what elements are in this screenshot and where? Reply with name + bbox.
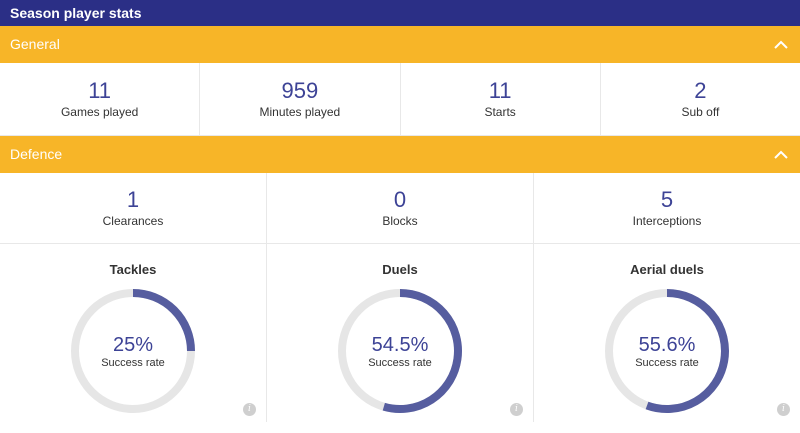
stat-interceptions: 5 Interceptions bbox=[534, 173, 800, 243]
general-stats-row: 11 Games played 959 Minutes played 11 St… bbox=[0, 63, 800, 136]
rate-title: Duels bbox=[382, 262, 418, 277]
donut-svg bbox=[605, 289, 729, 413]
rate-percent: 25% bbox=[112, 333, 154, 356]
stat-games-played: 11 Games played bbox=[0, 63, 201, 135]
stat-label: Sub off bbox=[681, 105, 720, 119]
general-section-header[interactable]: General bbox=[0, 26, 800, 63]
info-icon[interactable]: i bbox=[777, 403, 790, 416]
stat-minutes-played: 959 Minutes played bbox=[200, 63, 401, 135]
page-title: Season player stats bbox=[0, 0, 800, 26]
donut-svg bbox=[71, 289, 195, 413]
stat-label: Games played bbox=[60, 105, 139, 119]
defence-rates-row: Tackles 25% Success rate i Duels 54.5% S… bbox=[0, 244, 800, 422]
rate-sublabel: Success rate bbox=[368, 356, 432, 369]
donut-arc bbox=[645, 289, 729, 413]
rate-title: Tackles bbox=[109, 262, 157, 277]
donut-arc bbox=[132, 289, 195, 352]
rate-aerial-duels: Aerial duels 55.6% Success rate i bbox=[534, 244, 800, 422]
rate-percent: 55.6% bbox=[638, 333, 696, 356]
stat-starts: 11 Starts bbox=[401, 63, 601, 135]
donut-chart: 55.6% Success rate bbox=[603, 287, 731, 415]
stat-label: Interceptions bbox=[632, 214, 702, 228]
stat-value: 2 bbox=[694, 78, 707, 103]
defence-section-header[interactable]: Defence bbox=[0, 136, 800, 173]
rate-tackles: Tackles 25% Success rate i bbox=[0, 244, 267, 422]
stat-value: 0 bbox=[393, 187, 407, 212]
stat-value: 5 bbox=[660, 187, 674, 212]
rate-percent: 54.5% bbox=[371, 333, 429, 356]
rate-duels: Duels 54.5% Success rate i bbox=[267, 244, 534, 422]
general-section-title: General bbox=[10, 36, 60, 52]
stat-value: 11 bbox=[488, 78, 512, 103]
stat-value: 1 bbox=[126, 187, 140, 212]
donut-arc bbox=[382, 289, 462, 413]
stat-value: 11 bbox=[88, 78, 112, 103]
donut-chart: 54.5% Success rate bbox=[336, 287, 464, 415]
stat-label: Starts bbox=[484, 105, 516, 119]
stat-clearances: 1 Clearances bbox=[0, 173, 267, 243]
donut-svg bbox=[338, 289, 462, 413]
rate-title: Aerial duels bbox=[630, 262, 704, 277]
stat-value: 959 bbox=[281, 78, 319, 103]
defence-section-title: Defence bbox=[10, 146, 63, 162]
defence-stats-row: 1 Clearances 0 Blocks 5 Interceptions bbox=[0, 173, 800, 244]
stat-blocks: 0 Blocks bbox=[267, 173, 534, 243]
donut-chart: 25% Success rate bbox=[69, 287, 197, 415]
stat-label: Blocks bbox=[382, 214, 418, 228]
chevron-up-icon[interactable] bbox=[762, 136, 800, 173]
stat-label: Minutes played bbox=[259, 105, 341, 119]
stat-label: Clearances bbox=[102, 214, 164, 228]
stat-sub-off: 2 Sub off bbox=[601, 63, 800, 135]
info-icon[interactable]: i bbox=[243, 403, 256, 416]
rate-sublabel: Success rate bbox=[635, 356, 699, 369]
info-icon[interactable]: i bbox=[510, 403, 523, 416]
chevron-up-icon[interactable] bbox=[762, 26, 800, 63]
rate-sublabel: Success rate bbox=[101, 356, 165, 369]
